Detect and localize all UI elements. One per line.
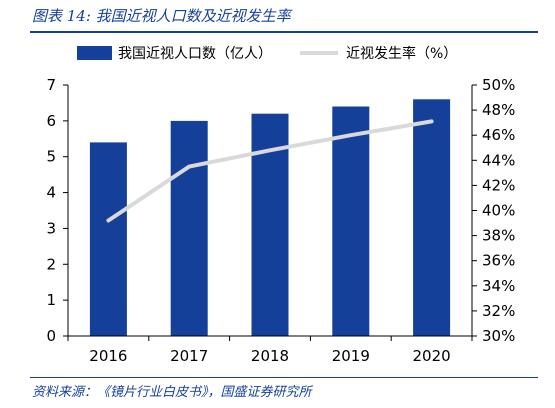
y-tick-label-right: 38% xyxy=(482,227,515,245)
x-tick-label: 2020 xyxy=(413,347,451,365)
y-tick-label-left: 2 xyxy=(46,255,56,273)
y-tick-label-left: 1 xyxy=(46,291,56,309)
title-rule xyxy=(30,31,538,33)
y-tick-label-right: 40% xyxy=(482,202,515,220)
bar xyxy=(413,99,451,336)
y-tick-label-right: 32% xyxy=(482,302,515,320)
y-tick-label-left: 5 xyxy=(46,148,56,166)
y-tick-label-left: 6 xyxy=(46,112,56,130)
y-tick-label-right: 50% xyxy=(482,76,515,94)
chart-title: 图表 14: 我国近视人口数及近视发生率 xyxy=(32,7,291,25)
y-tick-label-right: 36% xyxy=(482,252,515,270)
legend-label-bars: 我国近视人口数（亿人） xyxy=(118,46,272,62)
y-tick-label-left: 3 xyxy=(46,219,56,237)
y-tick-label-right: 30% xyxy=(482,327,515,345)
bar xyxy=(89,142,127,336)
x-tick-label: 2016 xyxy=(89,347,127,365)
y-tick-label-right: 46% xyxy=(482,126,515,144)
x-tick-label: 2019 xyxy=(332,347,370,365)
y-tick-label-right: 34% xyxy=(482,277,515,295)
y-tick-label-left: 7 xyxy=(46,76,56,94)
y-tick-label-right: 48% xyxy=(482,101,515,119)
bar-series xyxy=(89,99,451,337)
legend: 我国近视人口数（亿人） 近视发生率（%） xyxy=(77,45,457,62)
y-tick-label-left: 4 xyxy=(46,184,56,202)
y-tick-label-left: 0 xyxy=(46,327,56,345)
y-tick-label-right: 44% xyxy=(482,151,515,169)
legend-label-line: 近视发生率（%） xyxy=(346,45,457,62)
source-note: 资料来源：《镜片行业白皮书》，国盛证券研究所 xyxy=(32,385,312,400)
axes: 0 1 2 3 4 5 6 7 30% 32% 34% 36% 38% 40% 42% 44% 46% 48% 50… xyxy=(46,76,515,365)
bar xyxy=(170,120,208,337)
x-tick-label: 2017 xyxy=(170,347,208,365)
source-rule xyxy=(30,377,538,378)
series-line xyxy=(106,119,434,223)
bar xyxy=(332,106,370,336)
line-series xyxy=(106,119,434,223)
legend-swatch-bars xyxy=(77,46,112,60)
y-tick-label-right: 42% xyxy=(482,176,515,194)
x-tick-label: 2018 xyxy=(251,347,289,365)
